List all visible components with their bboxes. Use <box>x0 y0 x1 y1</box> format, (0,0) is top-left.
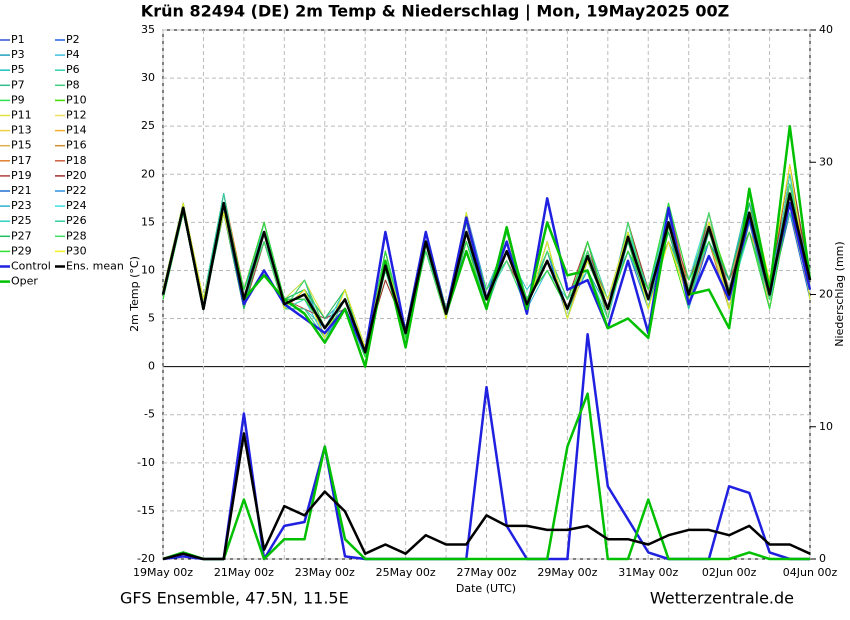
x-tick-label: 25May 00z <box>376 566 436 579</box>
footer-site: Wetterzentrale.de <box>650 589 794 608</box>
legend-label: P4 <box>66 48 80 61</box>
temp-line <box>161 192 812 354</box>
x-axis-label: Date (UTC) <box>456 582 516 595</box>
chart-title: Krün 82494 (DE) 2m Temp & Niederschlag |… <box>141 2 729 22</box>
legend-label: P19 <box>11 169 32 182</box>
legend-label: Control <box>11 260 51 273</box>
legend-label: P16 <box>66 139 87 152</box>
y-tick-label: 0 <box>148 360 155 373</box>
x-tick-label: 19May 00z <box>133 566 193 579</box>
legend-label: P14 <box>66 124 87 137</box>
y-tick-label: -5 <box>144 408 155 421</box>
y-tick-label: 25 <box>141 119 155 132</box>
y2-tick-label: 10 <box>819 420 833 433</box>
y-tick-label: 30 <box>141 71 155 84</box>
y-tick-label: 35 <box>141 23 155 36</box>
legend-label: P6 <box>66 63 80 76</box>
y2-axis-label: Niederschlag (mm) <box>833 241 846 346</box>
legend-label: P11 <box>11 109 32 122</box>
legend-label: P9 <box>11 93 25 106</box>
precip-line <box>162 392 810 561</box>
temp-line <box>161 124 812 368</box>
y-tick-label: 15 <box>141 215 155 228</box>
legend-label: P20 <box>66 169 87 182</box>
x-tick-label: 23May 00z <box>295 566 355 579</box>
legend-label: P22 <box>66 184 87 197</box>
y-tick-label: -15 <box>137 504 155 517</box>
legend-label: P12 <box>66 109 87 122</box>
legend-label: P8 <box>66 78 80 91</box>
legend-label: P10 <box>66 93 87 106</box>
legend-label: P18 <box>66 154 87 167</box>
legend-label: P7 <box>11 78 25 91</box>
y2-tick-label: 20 <box>819 288 833 301</box>
legend-label: P29 <box>11 244 32 257</box>
legend-label: P3 <box>11 48 25 61</box>
x-tick-label: 04Jun 00z <box>783 566 838 579</box>
footer-source: GFS Ensemble, 47.5N, 11.5E <box>120 589 349 608</box>
x-tick-label: 27May 00z <box>456 566 516 579</box>
y-tick-label: 20 <box>141 167 155 180</box>
legend-label: Oper <box>11 275 38 288</box>
legend-label: P2 <box>66 33 80 46</box>
legend-label: P15 <box>11 139 32 152</box>
legend-label: P24 <box>66 199 87 212</box>
legend-label: P25 <box>11 214 32 227</box>
legend-label: P30 <box>66 244 87 257</box>
y-axis-label: 2m Temp (°C) <box>128 256 141 332</box>
x-tick-label: 02Jun 00z <box>702 566 757 579</box>
y-tick-label: 10 <box>141 263 155 276</box>
temp-line <box>162 183 811 348</box>
legend-label: P28 <box>66 229 87 242</box>
y-tick-label: -20 <box>137 552 155 565</box>
y-tick-label: -10 <box>137 456 155 469</box>
y2-tick-label: 0 <box>819 552 826 565</box>
x-tick-label: 29May 00z <box>537 566 597 579</box>
legend-label: P1 <box>11 33 25 46</box>
legend-label: P26 <box>66 214 87 227</box>
x-tick-label: 21May 00z <box>214 566 274 579</box>
y2-tick-label: 30 <box>819 155 833 168</box>
legend-label: P17 <box>11 154 32 167</box>
legend-label: Ens. mean <box>66 260 124 273</box>
legend-label: P27 <box>11 229 32 242</box>
precip-line <box>162 432 811 561</box>
legend-label: P21 <box>11 184 32 197</box>
y2-tick-label: 40 <box>819 23 833 36</box>
legend-label: P5 <box>11 63 25 76</box>
x-tick-label: 31May 00z <box>618 566 678 579</box>
legend-label: P23 <box>11 199 32 212</box>
y-tick-label: 5 <box>148 312 155 325</box>
legend-label: P13 <box>11 124 32 137</box>
